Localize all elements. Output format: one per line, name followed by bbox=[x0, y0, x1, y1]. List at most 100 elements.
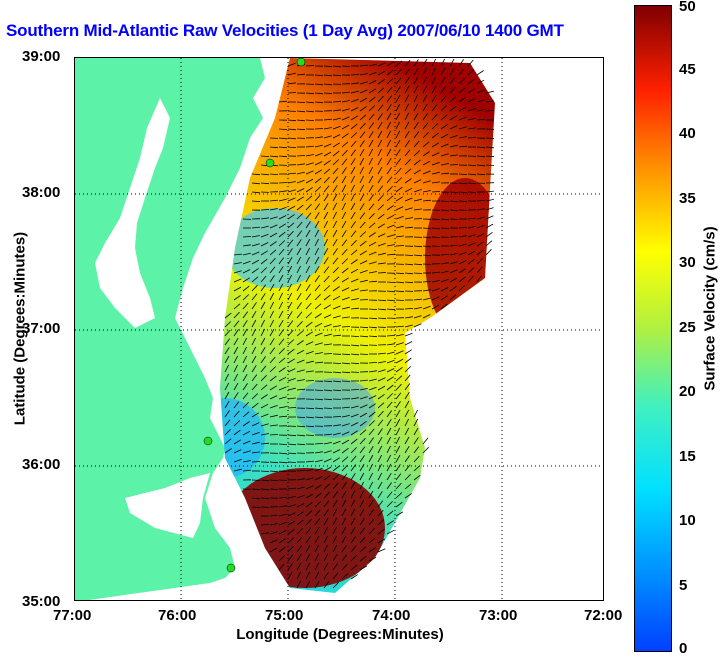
velocity-arrow bbox=[323, 553, 329, 562]
velocity-arrow bbox=[404, 436, 410, 445]
velocity-arrow bbox=[467, 258, 475, 265]
velocity-arrow bbox=[359, 463, 365, 472]
velocity-arrow bbox=[287, 368, 296, 373]
velocity-arrow bbox=[269, 488, 279, 490]
velocity-arrow bbox=[404, 464, 411, 472]
velocity-arrow bbox=[323, 343, 332, 346]
velocity-arrow bbox=[422, 199, 432, 202]
velocity-arrow bbox=[359, 81, 368, 85]
velocity-arrow bbox=[341, 116, 350, 121]
velocity-arrow bbox=[395, 167, 402, 175]
velocity-arrow bbox=[242, 421, 250, 427]
velocity-arrow bbox=[251, 393, 259, 400]
velocity-arrow bbox=[377, 87, 385, 94]
velocity-arrow bbox=[359, 379, 368, 382]
velocity-arrow bbox=[269, 275, 275, 283]
velocity-arrow bbox=[242, 244, 251, 247]
velocity-arrow bbox=[368, 122, 375, 130]
velocity-arrow bbox=[350, 298, 359, 301]
velocity-arrow bbox=[377, 352, 386, 355]
velocity-arrow bbox=[359, 565, 368, 571]
velocity-arrow bbox=[359, 455, 365, 463]
velocity-arrow bbox=[440, 254, 450, 256]
velocity-arrow bbox=[404, 226, 414, 229]
velocity-arrow bbox=[242, 430, 251, 436]
velocity-arrow bbox=[323, 562, 329, 571]
velocity-arrow bbox=[332, 553, 338, 562]
velocity-arrow bbox=[305, 274, 311, 283]
velocity-arrow bbox=[449, 86, 456, 94]
velocity-arrow bbox=[323, 118, 333, 121]
velocity-arrow bbox=[296, 274, 302, 283]
velocity-arrow bbox=[332, 134, 341, 139]
velocity-arrow bbox=[314, 342, 323, 346]
velocity-arrow bbox=[242, 328, 248, 337]
velocity-arrow bbox=[350, 278, 359, 283]
velocity-arrow bbox=[395, 130, 401, 139]
velocity-arrow bbox=[233, 373, 239, 382]
velocity-arrow bbox=[341, 287, 350, 292]
velocity-arrow bbox=[386, 61, 395, 67]
velocity-arrow bbox=[476, 89, 485, 94]
velocity-arrow bbox=[341, 526, 347, 535]
velocity-arrow bbox=[359, 184, 365, 193]
velocity-arrow bbox=[404, 357, 412, 364]
velocity-arrow bbox=[305, 580, 311, 589]
velocity-arrow bbox=[341, 499, 347, 508]
velocity-arrow bbox=[242, 277, 251, 283]
velocity-arrow bbox=[251, 276, 259, 283]
velocity-arrow bbox=[314, 518, 321, 526]
velocity-arrow bbox=[377, 454, 383, 463]
velocity-arrow bbox=[395, 139, 401, 148]
velocity-arrow bbox=[404, 263, 414, 266]
velocity-map[interactable] bbox=[74, 57, 604, 601]
velocity-arrow bbox=[287, 172, 297, 175]
velocity-arrow bbox=[287, 387, 296, 391]
velocity-arrow bbox=[485, 90, 494, 94]
colorbar-tick-label: 50 bbox=[679, 0, 696, 15]
velocity-arrow bbox=[278, 100, 288, 103]
velocity-arrow bbox=[350, 132, 358, 139]
velocity-arrow bbox=[242, 450, 251, 454]
velocity-arrow bbox=[386, 501, 393, 508]
velocity-arrow bbox=[413, 150, 421, 157]
velocity-arrow bbox=[386, 510, 394, 517]
velocity-arrow bbox=[350, 422, 359, 427]
velocity-arrow bbox=[332, 257, 339, 265]
velocity-arrow bbox=[413, 112, 419, 121]
velocity-arrow bbox=[260, 242, 269, 247]
velocity-arrow bbox=[368, 445, 374, 454]
velocity-arrow bbox=[287, 214, 295, 220]
velocity-arrow bbox=[377, 79, 385, 85]
velocity-arrow bbox=[323, 304, 332, 310]
velocity-arrow bbox=[413, 263, 423, 266]
velocity-arrow bbox=[377, 317, 387, 320]
velocity-arrow bbox=[467, 127, 476, 130]
velocity-arrow bbox=[278, 266, 284, 274]
velocity-arrow bbox=[341, 371, 351, 374]
velocity-arrow bbox=[341, 573, 349, 580]
velocity-arrow bbox=[377, 213, 385, 220]
velocity-arrow bbox=[359, 73, 368, 76]
velocity-arrow bbox=[359, 527, 366, 535]
velocity-arrow bbox=[440, 143, 449, 148]
velocity-arrow bbox=[332, 380, 342, 383]
velocity-arrow bbox=[413, 159, 421, 166]
velocity-arrow bbox=[278, 338, 285, 346]
colorbar-gradient bbox=[635, 6, 671, 651]
velocity-arrow bbox=[332, 508, 338, 517]
velocity-arrow bbox=[314, 247, 320, 256]
velocity-arrow bbox=[413, 298, 422, 301]
velocity-arrow bbox=[413, 418, 419, 427]
velocity-arrow bbox=[368, 472, 373, 481]
velocity-arrow bbox=[341, 517, 346, 526]
velocity-arrow bbox=[305, 312, 313, 319]
velocity-arrow bbox=[368, 370, 377, 373]
velocity-arrow bbox=[314, 476, 323, 481]
velocity-arrow bbox=[287, 407, 297, 409]
velocity-arrow bbox=[269, 395, 278, 400]
velocity-arrow bbox=[359, 299, 369, 301]
velocity-arrow bbox=[368, 411, 376, 418]
velocity-arrow bbox=[269, 232, 278, 238]
velocity-arrow bbox=[359, 555, 367, 562]
